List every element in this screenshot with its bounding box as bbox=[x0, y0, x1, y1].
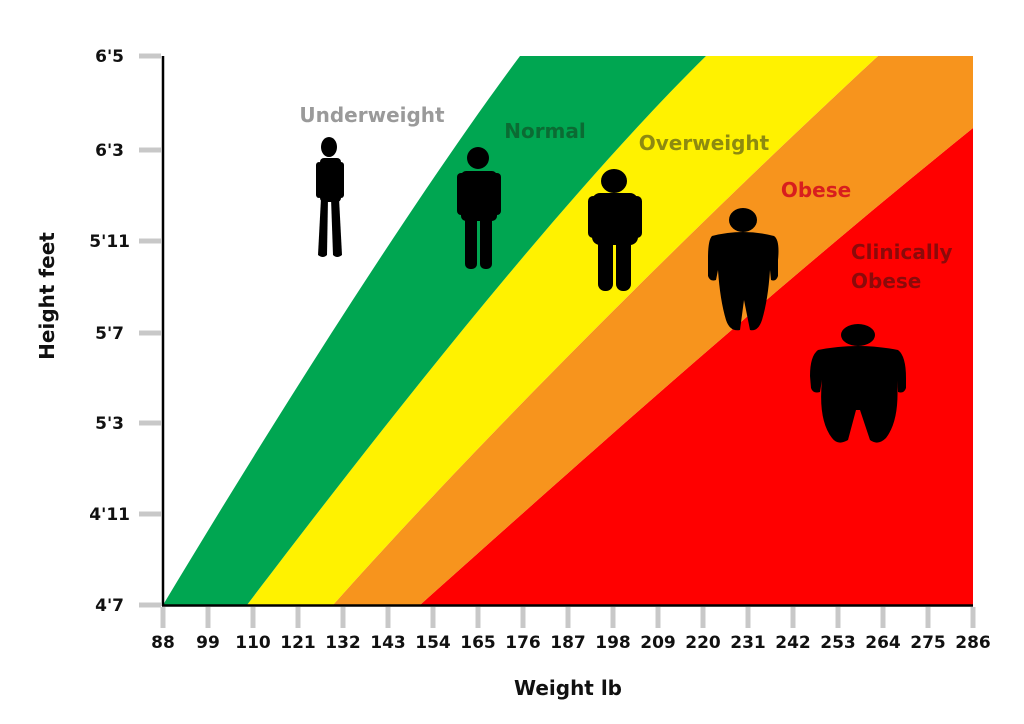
x-tick-label: 231 bbox=[730, 633, 766, 653]
underweight-figure-icon bbox=[316, 137, 344, 257]
axes bbox=[161, 56, 973, 607]
overweight-figure-icon bbox=[588, 169, 642, 291]
y-tick-labels: 6'5 6'3 5'11 5'7 5'3 4'11 4'7 bbox=[89, 47, 130, 616]
y-tick-label: 4'7 bbox=[95, 596, 124, 616]
label-overweight: Overweight bbox=[639, 131, 770, 155]
y-tick-marks bbox=[139, 53, 161, 608]
x-tick-label: 176 bbox=[505, 633, 541, 653]
x-tick-label: 220 bbox=[685, 633, 721, 653]
x-tick-label: 154 bbox=[415, 633, 451, 653]
obese-figure-icon bbox=[708, 208, 779, 331]
y-tick-label: 5'7 bbox=[95, 324, 124, 344]
label-clinically-obese-line1: Clinically bbox=[851, 240, 953, 264]
label-underweight: Underweight bbox=[299, 103, 445, 127]
x-tick-label: 165 bbox=[460, 633, 496, 653]
label-clinically-obese-line2: Obese bbox=[851, 269, 921, 293]
x-tick-label: 121 bbox=[280, 633, 316, 653]
x-tick-label: 143 bbox=[370, 633, 406, 653]
x-tick-label: 286 bbox=[955, 633, 991, 653]
x-tick-label: 187 bbox=[550, 633, 586, 653]
zones bbox=[163, 56, 973, 605]
x-tick-marks bbox=[160, 607, 976, 628]
x-tick-label: 253 bbox=[820, 633, 856, 653]
y-tick-label: 6'3 bbox=[95, 141, 124, 161]
y-tick-label: 6'5 bbox=[95, 47, 124, 67]
zone-normal bbox=[163, 56, 706, 605]
x-tick-label: 209 bbox=[640, 633, 676, 653]
zone-clinically-obese bbox=[420, 128, 973, 605]
label-normal: Normal bbox=[504, 119, 586, 143]
x-tick-label: 198 bbox=[595, 633, 631, 653]
label-obese: Obese bbox=[781, 178, 851, 202]
y-tick-label: 4'11 bbox=[89, 505, 130, 525]
y-axis-title: Height feet bbox=[35, 232, 59, 360]
y-tick-label: 5'3 bbox=[95, 414, 124, 434]
normal-figure-icon bbox=[457, 147, 501, 269]
x-tick-label: 110 bbox=[235, 633, 271, 653]
x-tick-label: 242 bbox=[775, 633, 811, 653]
x-tick-labels: 88 99 110 121 132 143 154 165 176 187 19… bbox=[151, 633, 991, 653]
x-tick-label: 99 bbox=[196, 633, 220, 653]
zone-obese bbox=[333, 56, 973, 605]
x-tick-label: 275 bbox=[910, 633, 946, 653]
zone-overweight bbox=[247, 56, 878, 605]
clinically-obese-figure-icon bbox=[810, 324, 906, 443]
x-tick-label: 88 bbox=[151, 633, 175, 653]
x-axis-title: Weight lb bbox=[514, 676, 622, 700]
x-tick-label: 132 bbox=[325, 633, 361, 653]
x-tick-label: 264 bbox=[865, 633, 901, 653]
y-tick-label: 5'11 bbox=[89, 232, 130, 252]
